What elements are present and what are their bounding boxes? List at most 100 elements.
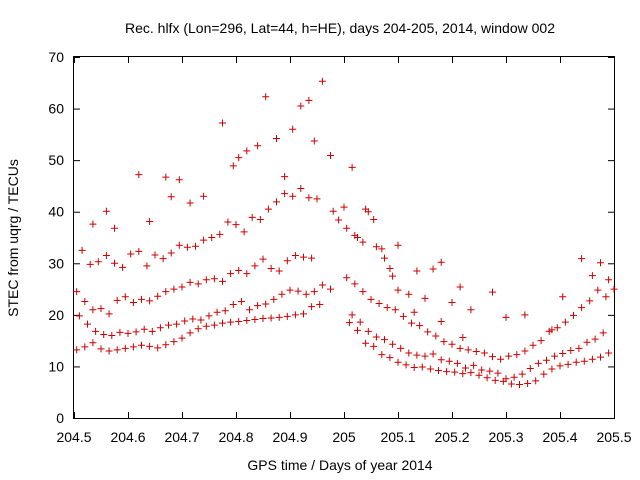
data-point	[243, 317, 251, 325]
data-point	[275, 313, 283, 321]
data-point	[256, 215, 264, 223]
data-point	[389, 340, 397, 348]
data-point	[413, 351, 421, 359]
data-point	[254, 302, 262, 310]
data-point	[316, 301, 324, 309]
data-point	[81, 297, 89, 305]
data-point	[570, 311, 577, 319]
data-point	[375, 300, 383, 308]
data-point	[305, 194, 313, 202]
data-point	[429, 265, 437, 273]
data-point	[483, 374, 491, 382]
data-point	[467, 306, 475, 314]
data-point	[413, 267, 421, 275]
data-point	[219, 319, 226, 327]
data-point	[251, 315, 259, 323]
data-point	[362, 339, 370, 347]
data-point	[489, 288, 496, 296]
data-point	[502, 375, 510, 383]
data-point	[532, 377, 540, 385]
data-point	[283, 257, 291, 265]
data-point	[186, 199, 194, 207]
data-point	[426, 365, 434, 373]
data-point	[92, 327, 100, 335]
data-point	[402, 361, 410, 369]
data-point	[453, 359, 461, 367]
data-point	[534, 359, 542, 367]
data-point	[356, 318, 364, 326]
data-point	[289, 125, 297, 133]
data-point	[232, 221, 240, 229]
data-point	[148, 327, 156, 335]
data-point	[86, 260, 94, 268]
data-point	[405, 290, 413, 298]
data-point	[105, 310, 113, 318]
data-point	[605, 349, 613, 357]
data-point	[300, 310, 307, 318]
data-point	[121, 344, 129, 352]
data-point	[281, 190, 289, 198]
data-point	[548, 365, 556, 373]
data-point	[200, 236, 208, 244]
data-point	[246, 306, 253, 314]
data-point	[89, 339, 97, 347]
data-point	[445, 357, 453, 365]
x-tick-label: 204.7	[164, 429, 199, 445]
y-tick-label: 70	[48, 49, 64, 65]
data-point	[578, 304, 586, 312]
data-point	[561, 318, 569, 326]
data-point	[435, 367, 442, 375]
data-point	[262, 93, 270, 101]
data-point	[448, 340, 456, 348]
data-point	[318, 77, 326, 85]
data-point	[556, 362, 564, 370]
data-point	[154, 292, 162, 300]
data-point	[297, 185, 305, 193]
data-point	[351, 280, 359, 288]
x-tick-label: 204.9	[272, 429, 307, 445]
data-point	[240, 228, 248, 236]
data-point	[459, 370, 467, 378]
data-point	[327, 285, 334, 293]
data-point	[524, 379, 532, 387]
data-point	[424, 328, 432, 336]
data-point	[370, 342, 378, 350]
data-point	[572, 358, 580, 366]
data-point	[318, 281, 326, 289]
data-point	[170, 338, 178, 346]
data-point	[202, 276, 210, 284]
x-tick-label: 205.5	[596, 429, 631, 445]
data-point	[437, 318, 445, 326]
x-tick-label: 205	[332, 429, 356, 445]
data-point	[143, 262, 151, 270]
data-point	[575, 344, 583, 352]
data-point	[405, 349, 413, 357]
data-point	[513, 351, 521, 359]
data-point	[362, 205, 370, 213]
data-point	[381, 254, 388, 262]
data-point	[594, 286, 602, 294]
data-point	[100, 330, 108, 338]
data-point	[551, 352, 559, 360]
data-point	[183, 243, 191, 251]
data-point	[273, 198, 280, 206]
data-point	[175, 176, 183, 184]
data-point	[310, 137, 318, 145]
data-point	[467, 369, 475, 377]
data-point	[302, 290, 310, 298]
data-point	[408, 319, 415, 327]
x-tick-label: 205.4	[542, 429, 577, 445]
data-point	[497, 355, 505, 363]
data-point	[175, 241, 183, 249]
data-point	[494, 369, 502, 377]
data-point	[227, 270, 235, 278]
data-point	[219, 119, 226, 127]
data-point	[127, 250, 135, 258]
data-point	[108, 331, 116, 339]
data-point	[121, 293, 129, 301]
data-point	[221, 307, 229, 315]
data-point	[119, 263, 127, 271]
chart-title: Rec. hlfx (Lon=296, Lat=44, h=HE), days …	[125, 20, 555, 36]
data-point	[219, 277, 226, 285]
data-point	[194, 280, 202, 288]
